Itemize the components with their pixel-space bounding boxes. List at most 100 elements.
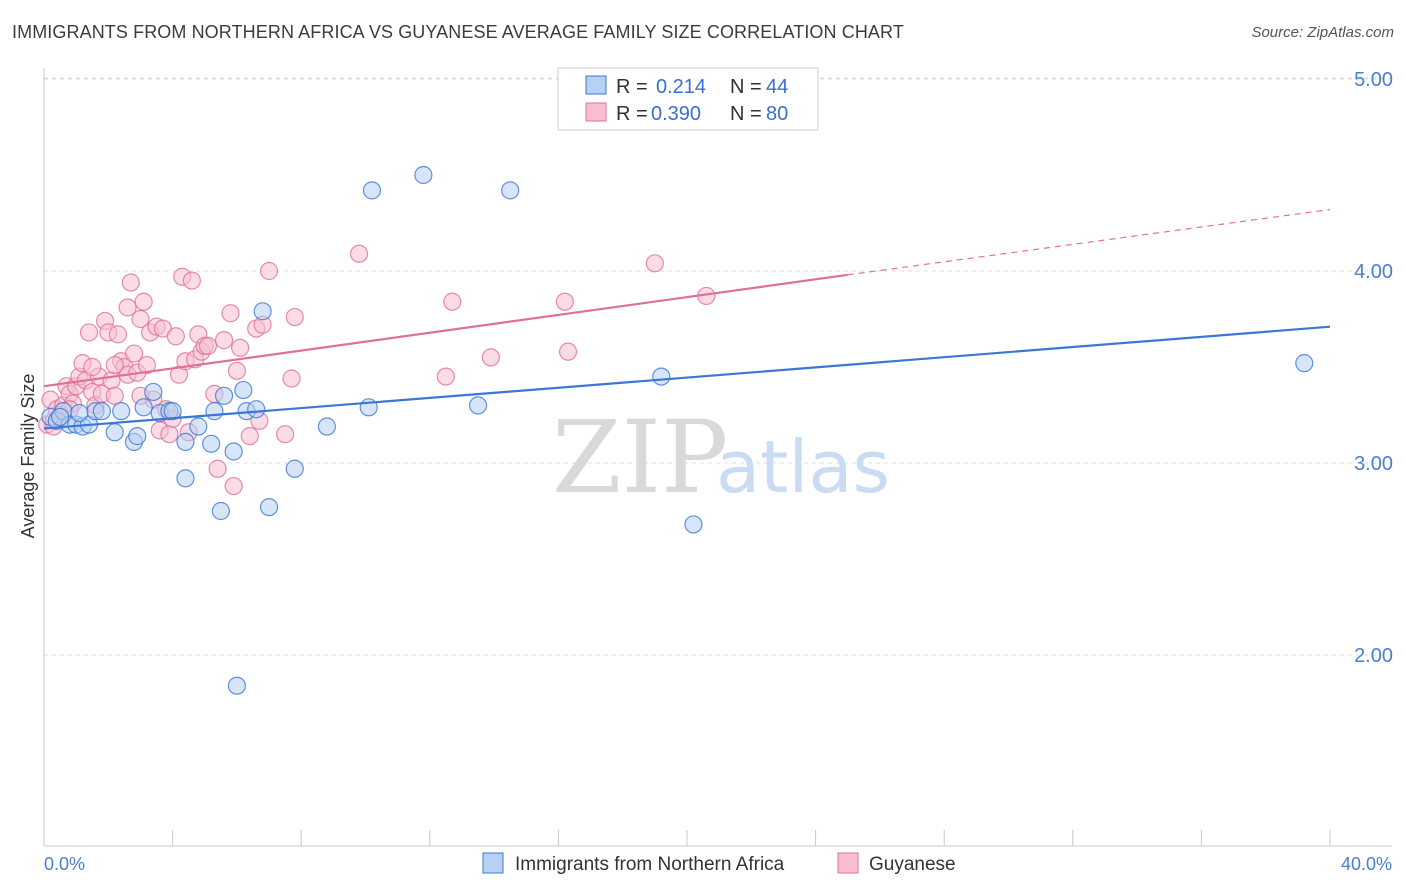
data-point (121, 273, 140, 292)
data-point (108, 325, 128, 344)
data-point (182, 271, 201, 290)
legend-n-value-2: 80 (766, 103, 788, 125)
data-point (205, 402, 224, 421)
x-tick-label-max: 40.0% (1341, 854, 1392, 874)
y-tick-labels: 2.00 3.00 4.00 5.00 (1354, 69, 1393, 667)
y-axis-title: Average Family Size (18, 374, 38, 539)
legend-r-label-1: R = (616, 76, 648, 98)
bottom-legend-label-pink: Guyanese (869, 854, 956, 875)
watermark: ZIP atlas (552, 399, 890, 516)
data-point (208, 459, 227, 478)
data-point (134, 398, 153, 417)
data-point (70, 403, 89, 423)
data-point (50, 407, 70, 427)
data-point (105, 355, 124, 375)
legend-n-label-1: N = (730, 76, 762, 98)
data-point (443, 292, 462, 311)
watermark-zip: ZIP (552, 399, 728, 516)
data-point (645, 254, 664, 273)
legend-box: R = 0.214 N = 44 R = 0.390 N = 80 (557, 67, 819, 131)
data-point (92, 402, 111, 421)
legend-r-value-1: 0.214 (656, 76, 706, 98)
data-point (276, 425, 295, 444)
x-tick-label-min: 0.0% (44, 854, 85, 874)
axes (43, 68, 1392, 847)
data-point (102, 371, 121, 390)
trend-line-guyanese-extension (847, 208, 1331, 276)
data-point (134, 292, 153, 311)
legend-n-value-1: 44 (766, 76, 788, 98)
data-point (221, 304, 240, 323)
data-point (234, 380, 253, 400)
data-point (224, 476, 243, 496)
y-tick-label: 5.00 (1354, 69, 1393, 91)
data-point (501, 181, 520, 200)
data-point (317, 417, 337, 436)
y-tick-label: 2.00 (1354, 645, 1393, 667)
legend-n-label-2: N = (730, 103, 762, 125)
data-point (227, 361, 246, 380)
data-point (231, 338, 250, 357)
series-northern-africa-points (41, 165, 1314, 695)
data-point (105, 423, 124, 442)
data-point (112, 402, 131, 421)
legend-swatch-blue (585, 75, 607, 95)
data-point (83, 357, 102, 377)
legend-r-value-2: 0.390 (651, 103, 701, 125)
data-point (144, 382, 163, 402)
data-point (202, 434, 221, 453)
data-point (684, 515, 703, 534)
data-point (436, 367, 455, 386)
bottom-legend-label-blue: Immigrants from Northern Africa (515, 854, 785, 875)
data-point (128, 427, 147, 446)
data-point (285, 307, 304, 327)
data-point (1295, 354, 1314, 373)
chart-title: IMMIGRANTS FROM NORTHERN AFRICA VS GUYAN… (12, 22, 904, 42)
trend-line-northern-africa (43, 325, 1331, 430)
data-point (481, 348, 500, 367)
bottom-legend-swatch-blue (482, 852, 504, 874)
data-point (105, 386, 124, 405)
y-tick-label: 3.00 (1354, 453, 1393, 475)
legend-r-label-2: R = (616, 103, 648, 125)
data-point (137, 355, 156, 375)
bottom-legend: Immigrants from Northern Africa Guyanese (482, 852, 956, 875)
data-point (558, 342, 578, 361)
bottom-legend-swatch-pink (837, 852, 859, 874)
x-ticks (43, 830, 1331, 846)
data-point (198, 336, 218, 355)
data-point (362, 181, 382, 200)
data-point (253, 302, 272, 321)
data-point (79, 323, 99, 342)
trend-lines (43, 208, 1331, 430)
data-point (118, 298, 137, 317)
data-point (247, 400, 266, 419)
data-point (214, 331, 234, 350)
grid-lines (44, 77, 1392, 656)
y-tick-label: 4.00 (1354, 261, 1393, 283)
data-point (349, 244, 369, 263)
data-point (211, 501, 230, 521)
watermark-atlas: atlas (716, 425, 890, 509)
chart-source: Source: ZipAtlas.com (1251, 24, 1394, 41)
trend-line-guyanese (43, 273, 848, 388)
data-point (176, 432, 195, 451)
data-point (131, 309, 150, 329)
data-point (163, 402, 182, 421)
data-point (414, 165, 433, 185)
data-point (468, 396, 488, 415)
data-point (555, 292, 574, 311)
data-point (189, 417, 208, 436)
data-point (227, 676, 246, 695)
data-point (124, 344, 144, 363)
data-point (259, 261, 279, 281)
legend-swatch-pink (585, 102, 607, 122)
data-point (240, 427, 259, 446)
data-point (285, 459, 304, 478)
data-point (166, 327, 185, 346)
data-point (160, 425, 179, 444)
data-point (652, 367, 671, 386)
data-point (176, 469, 195, 488)
data-point (214, 386, 234, 405)
